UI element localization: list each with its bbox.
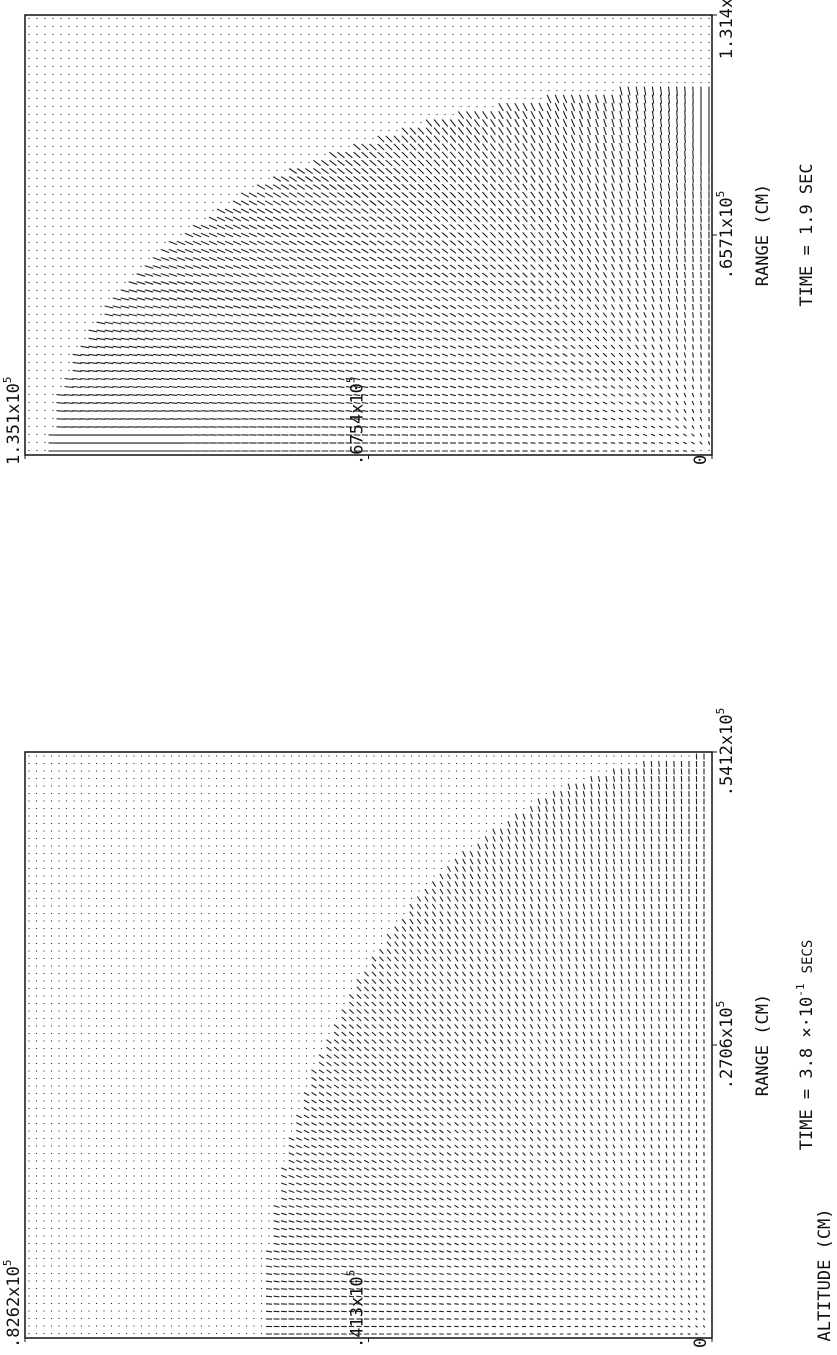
y-tick-label: 1.351x105 — [1, 376, 24, 465]
x-tick-label-exp: 5 — [714, 1001, 727, 1008]
time-label-unit: SECS — [800, 940, 816, 974]
time-label: TIME = 3.8 ×·10-1 SECS — [794, 940, 817, 1151]
time-label-exp: -1 — [794, 983, 807, 996]
y-tick-label: .8262x105 — [1, 1259, 24, 1348]
y-tick-label-base: 0 — [691, 455, 711, 465]
x-tick-label-exp: 5 — [714, 191, 727, 198]
plot-frame — [24, 751, 713, 1339]
y-axis-label: ALTITUDE (CM) — [815, 1208, 835, 1341]
x-axis-label-base: RANGE (CM) — [753, 994, 773, 1096]
x-tick-label-base: 1.314x10 — [717, 0, 737, 59]
x-axis-label: RANGE (CM) — [753, 994, 773, 1096]
x-axis-label-base: RANGE (CM) — [753, 184, 773, 286]
x-tick-label: .2706x105 — [714, 1001, 737, 1090]
y-tick-label: .6754x105 — [345, 376, 368, 465]
y-tick-label-base: 0 — [691, 1338, 711, 1348]
time-label-base: TIME = 3.8 ×·10 — [797, 997, 817, 1151]
y-tick-label-exp: 5 — [345, 376, 358, 383]
y-tick-label-base: .6754x10 — [348, 383, 368, 465]
vector-field — [28, 18, 711, 452]
time-label: TIME = 1.9 SEC — [797, 163, 817, 306]
x-tick-label-base: .6571x10 — [717, 197, 737, 279]
y-tick-label-base: 1.351x10 — [4, 383, 24, 465]
x-tick-label-base: .2706x10 — [717, 1007, 737, 1089]
y-tick-label-base: .413x10 — [348, 1276, 368, 1348]
y-tick-label-exp: 5 — [1, 376, 14, 383]
x-tick-label-base: .5412x10 — [717, 714, 737, 796]
x-tick-label: 1.314x105 — [714, 0, 737, 59]
x-axis-label: RANGE (CM) — [753, 184, 773, 286]
y-tick-label-base: .8262x10 — [4, 1266, 24, 1348]
time-label-base: TIME = 1.9 SEC — [797, 163, 817, 306]
x-tick-label-exp: 5 — [714, 708, 727, 715]
vector-field — [28, 753, 706, 1335]
y-tick-label: 0 — [691, 1338, 711, 1348]
y-tick-label-exp: 5 — [1, 1259, 14, 1266]
plot-frame — [24, 14, 713, 456]
x-tick-label: .5412x105 — [714, 708, 737, 797]
y-axis-label-base: ALTITUDE (CM) — [815, 1208, 835, 1341]
y-tick-label-exp: 5 — [345, 1270, 358, 1277]
y-tick-label: .413x105 — [345, 1270, 368, 1348]
y-tick-label: 0 — [691, 455, 711, 465]
x-tick-label: .6571x105 — [714, 191, 737, 280]
